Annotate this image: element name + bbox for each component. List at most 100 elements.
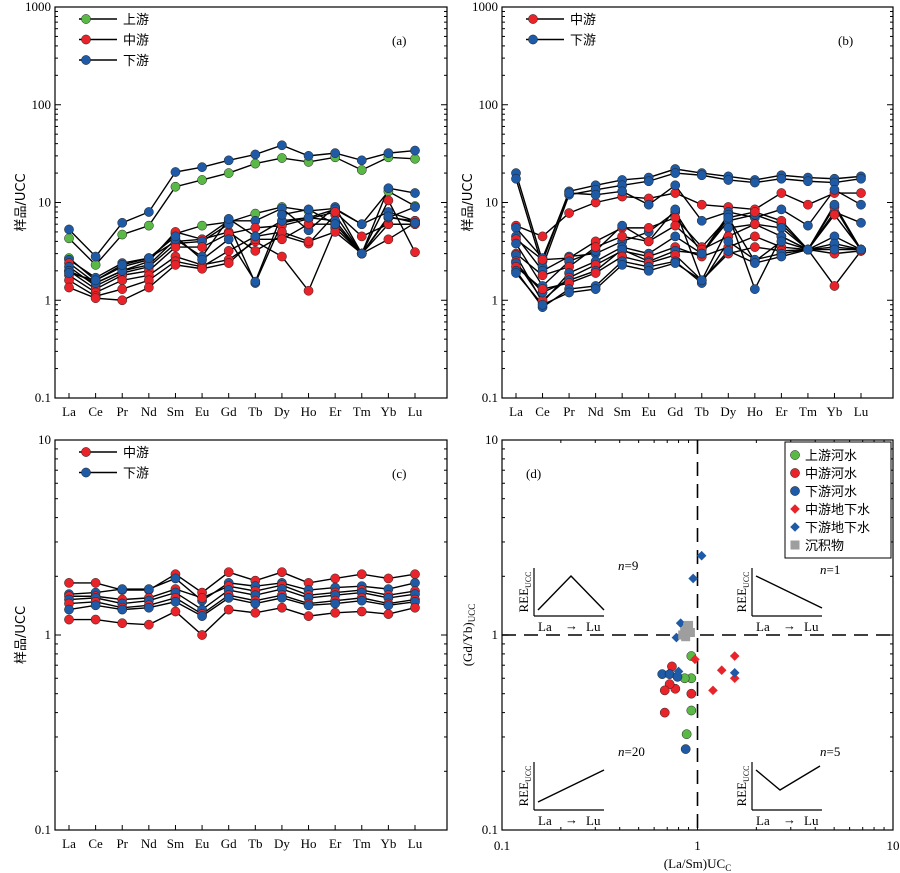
panel-c: 0.1 1 10 La Ce Pr Nd Sm Eu Gd Tb Dy Ho Er Tm Yb Lu 样品/UCC… [14,432,448,851]
data-point [617,186,628,197]
data-point [670,180,681,191]
inset-x-label-left: La [756,619,770,634]
data-point [790,504,800,514]
panel-a: 0.1 1 10 100 1000 La Ce Pr Nd Sm Eu Gd Tb Dy Ho Er Tm Yb L… [14,0,448,419]
data-point [776,251,787,262]
inset-arrow: → [565,812,578,827]
data-point [81,467,91,478]
data-point [170,167,181,177]
data-point [90,260,101,270]
inset-arrow: → [783,812,796,827]
legend-label: 下游 [123,54,149,69]
data-point [250,246,261,256]
data-point [250,231,261,242]
x-tick-label: Ho [747,404,763,419]
data-point [170,181,181,192]
data-point [410,145,420,156]
data-point [170,573,181,584]
x-tick-label: Er [329,836,342,851]
data-point [776,204,787,215]
data-point [303,600,314,611]
data-point [696,199,707,210]
x-tick-label: Yb [380,836,396,851]
data-point [81,34,91,45]
inset-trend-line [755,765,821,791]
data-point [356,231,367,242]
data-point [277,593,287,603]
data-point [223,168,234,178]
x-tick-label: Gd [667,404,683,419]
x-tick-label: Er [775,404,788,419]
data-point [686,688,697,699]
legend-label: 中游 [123,34,149,49]
data-point [681,729,692,740]
data-point [729,651,740,661]
data-point [511,268,521,278]
x-tick-label: Dy [274,836,290,851]
x-tick-label: Yb [380,404,396,419]
data-point [383,148,394,158]
x-tick-label: Ce [88,404,103,419]
y-axis-label: 样品/UCC [14,606,29,664]
y-tick-label: 0.1 [482,822,498,837]
data-point [383,195,394,206]
data-point [590,284,601,294]
data-point [776,173,787,184]
data-point [64,224,74,235]
inset-y-label: REEUCC [734,571,751,612]
x-tick-label: Dy [274,404,290,419]
data-point [383,609,394,619]
data-point [749,231,760,242]
legend-label: 上游 [123,13,149,28]
data-point [790,468,800,478]
data-point [511,238,521,249]
data-point [90,600,101,611]
legend-label: 下游 [570,34,596,49]
inset-n-label: n=9 [618,558,638,573]
data-point [303,151,314,161]
data-point [223,593,234,603]
data-point [723,175,734,185]
data-point [683,622,693,632]
data-point [170,606,181,617]
data-point [64,282,74,293]
x-tick-label: Er [329,404,342,419]
data-point [723,246,734,256]
data-point [356,595,367,606]
data-point [688,573,698,584]
data-point [277,234,287,245]
data-point [716,665,727,675]
data-point [856,188,866,198]
y-axis-label: (Gd/Yb)UCC [460,604,477,667]
inset-n-label: n=1 [820,562,840,577]
data-point [277,153,287,163]
data-point [643,199,654,210]
data-point [356,155,367,166]
legend-label: 沉积物 [805,539,844,554]
data-point [670,231,681,242]
data-point [197,242,207,252]
inset-n-label: n=20 [618,744,645,759]
data-point [528,14,538,24]
data-point [117,618,128,629]
inset-n-label: n=5 [820,744,840,759]
data-point [564,208,574,218]
data-point [670,258,681,268]
data-point [330,598,341,609]
data-point [143,584,154,594]
data-point [143,602,154,613]
inset-y-label: REEUCC [734,765,751,806]
data-point [143,619,154,630]
data-point [170,260,181,270]
data-point [537,299,548,310]
x-tick-label: 10 [887,838,900,853]
data-point [410,569,420,580]
inset-y-label: REEUCC [516,571,533,612]
inset-trend-line [537,574,605,611]
data-point [81,55,91,65]
y-tick-label: 1 [492,292,499,307]
data-point [749,219,760,230]
data-point [277,602,287,613]
y-tick-label: 1 [45,292,52,307]
x-tick-label: 1 [694,838,701,853]
